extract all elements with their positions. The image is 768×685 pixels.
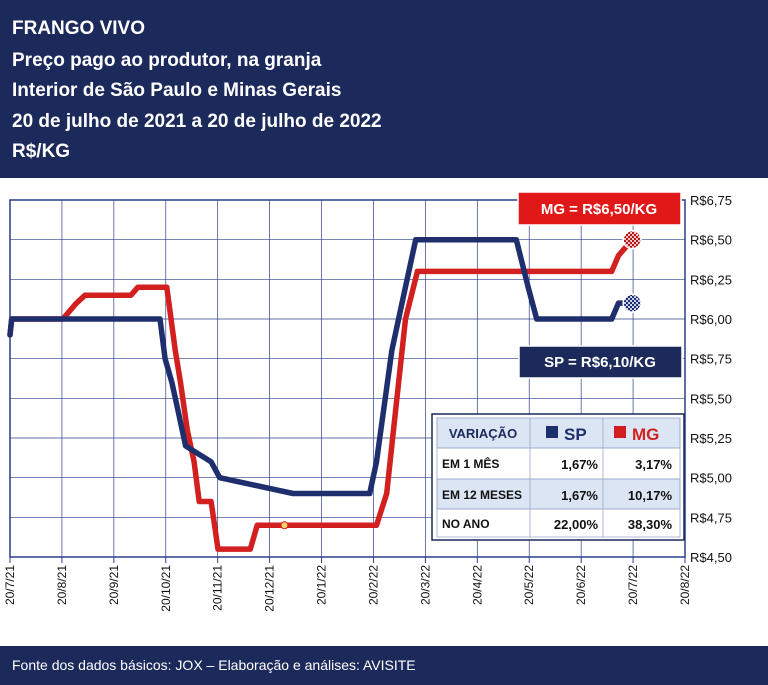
- series-lines: [7, 229, 642, 552]
- x-tick-label: 20/8/22: [678, 565, 692, 605]
- series-line-mg: [7, 236, 635, 552]
- sp-callout: SP = R$6,10/KG: [518, 345, 683, 379]
- x-tick-label: 20/3/22: [418, 565, 432, 605]
- mg-legend-swatch: [614, 426, 626, 438]
- table-header-mg: MG: [632, 425, 659, 444]
- endpoint-marker-mg: [622, 229, 642, 250]
- endpoint-marker-sp: [622, 293, 642, 313]
- sp-callout-label: SP = R$6,10/KG: [544, 354, 656, 371]
- table-header-sp: SP: [564, 425, 587, 444]
- row-label-3: NO ANO: [442, 517, 490, 531]
- price-line-chart: R$6,75 R$6,50 R$6,25 R$6,00 R$5,75 R$5,50 R$5,…: [3, 191, 732, 612]
- x-axis-labels: 20/7/21 20/8/21 20/9/21 20/10/21 20/11/21 20/…: [3, 565, 692, 612]
- x-tick-label: 20/7/22: [626, 565, 640, 605]
- y-tick-label: R$6,75: [690, 193, 732, 208]
- x-tick-label: 20/8/21: [55, 565, 69, 605]
- row3-mg: 38,30%: [628, 517, 673, 532]
- mg-callout-label: MG = R$6,50/KG: [541, 201, 657, 218]
- x-tick-label: 20/4/22: [470, 565, 484, 605]
- y-tick-label: R$5,50: [690, 391, 732, 406]
- chart-region: Interior de São Paulo e Minas Gerais: [12, 80, 342, 101]
- row-label-2: EM 12 MESES: [442, 488, 522, 502]
- x-tick-label: 20/9/21: [107, 565, 121, 605]
- x-tick-label: 20/7/21: [3, 565, 17, 605]
- x-tick-label: 20/6/22: [574, 565, 588, 605]
- chart-subtitle: Preço pago ao produtor, na granja: [12, 50, 322, 71]
- y-tick-label: R$6,50: [690, 233, 732, 248]
- x-tick-label: 20/12/21: [263, 565, 277, 612]
- sp-legend-swatch: [546, 426, 558, 438]
- mg-highlight-point: [280, 521, 289, 530]
- row1-mg: 3,17%: [635, 457, 672, 472]
- x-tick-label: 20/2/22: [366, 565, 380, 605]
- row1-sp: 1,67%: [561, 457, 598, 472]
- mg-callout: MG = R$6,50/KG: [517, 191, 682, 226]
- series-line-sp: [7, 236, 635, 497]
- row-label-1: EM 1 MÊS: [442, 456, 499, 471]
- row3-sp: 22,00%: [554, 517, 599, 532]
- row2-mg: 10,17%: [628, 488, 673, 503]
- y-tick-label: R$6,00: [690, 312, 732, 327]
- x-tick-label: 20/11/21: [211, 565, 225, 611]
- y-tick-label: R$6,25: [690, 272, 732, 287]
- variation-table: VARIAÇÃO SP MG EM 1 MÊS 1,67% 3,17% EM 1…: [431, 413, 685, 541]
- x-tick-label: 20/10/21: [159, 565, 173, 612]
- y-tick-label: R$5,00: [690, 471, 732, 486]
- chart-title: FRANGO VIVO: [12, 18, 146, 39]
- y-tick-label: R$5,25: [690, 431, 732, 446]
- chart-unit: R$/KG: [12, 141, 71, 162]
- x-tick-label: 20/1/22: [315, 565, 329, 605]
- header-banner: FRANGO VIVO Preço pago ao produtor, na g…: [0, 0, 768, 178]
- y-tick-label: R$5,75: [690, 352, 732, 367]
- y-tick-label: R$4,75: [690, 510, 732, 525]
- footer-banner: Fonte dos dados básicos: JOX – Elaboraçã…: [0, 646, 768, 685]
- y-axis-labels: R$6,75 R$6,50 R$6,25 R$6,00 R$5,75 R$5,50 R$5,…: [690, 193, 732, 565]
- chart-period: 20 de julho de 2021 a 20 de julho de 202…: [12, 111, 382, 132]
- y-tick-label: R$4,50: [690, 550, 732, 565]
- table-header-variacao: VARIAÇÃO: [449, 426, 517, 441]
- x-tick-label: 20/5/22: [522, 565, 536, 605]
- row2-sp: 1,67%: [561, 488, 598, 503]
- source-note: Fonte dos dados básicos: JOX – Elaboraçã…: [12, 657, 416, 673]
